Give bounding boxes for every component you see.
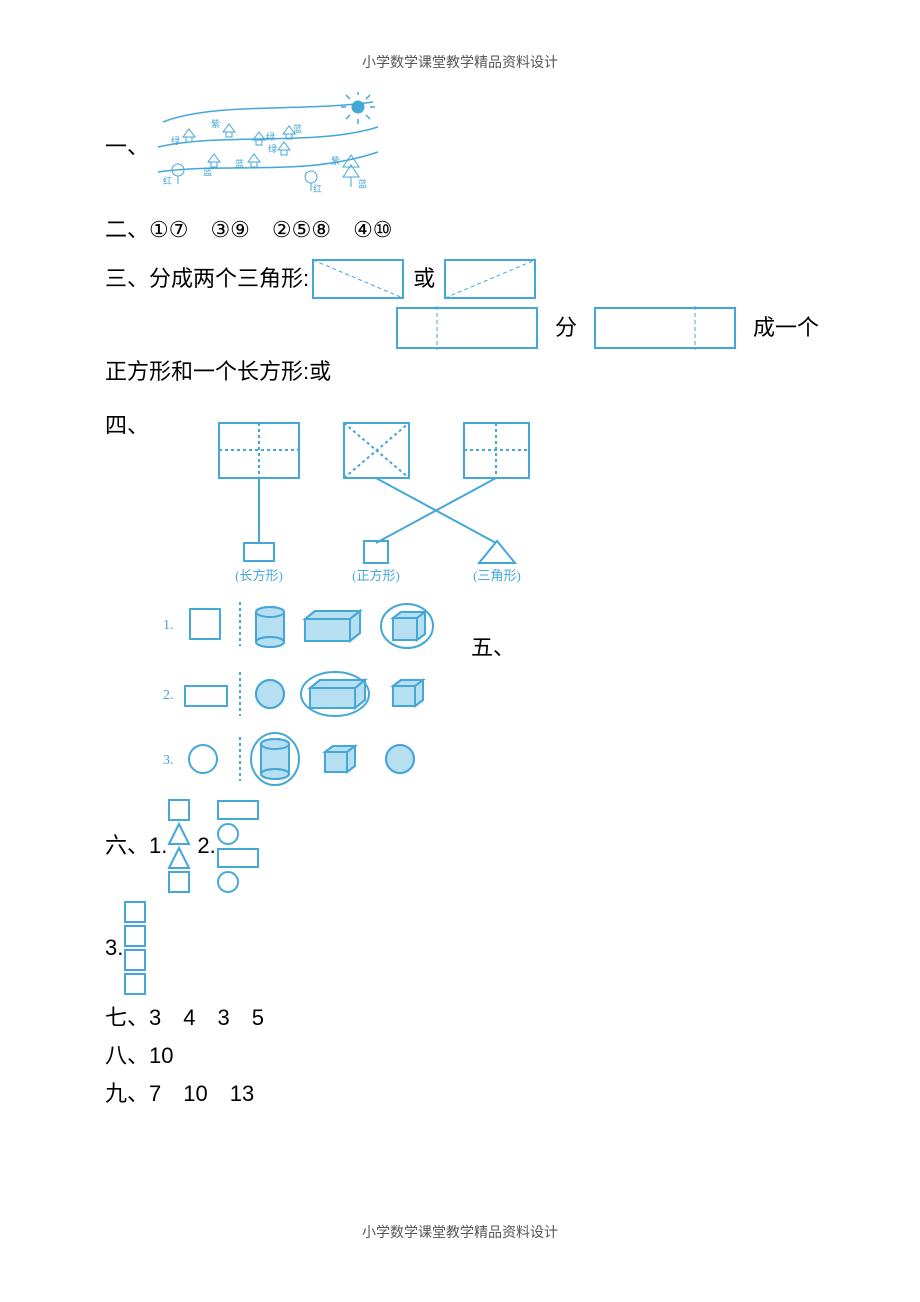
q3-or1: 或 [413,263,435,295]
q3-split-rect2 [593,306,737,350]
svg-text:1.: 1. [163,618,174,633]
q3-rect-diag2 [443,258,537,300]
q6-row1: 六、 1. 2. [105,798,845,894]
svg-text:绿: 绿 [266,131,275,142]
q4-row: 四、 [105,410,845,588]
q7-values: 3 4 3 5 [149,1002,264,1034]
svg-text:蓝: 蓝 [203,166,212,177]
svg-text:3.: 3. [163,753,174,768]
q4-label-rect: (长方形) [235,568,283,583]
q6-seq2 [216,798,260,894]
svg-text:红: 红 [313,183,322,194]
q2-label: 二、 [105,214,149,246]
q9-label: 九、 [105,1078,149,1110]
q9-values: 7 10 13 [149,1078,254,1110]
q9-row: 九、 7 10 13 [105,1078,845,1110]
q4-label-square: (正方形) [352,568,400,583]
q3-line2: 正方形和一个长方形:或 [105,356,331,388]
q2-groups: ①⑦ ③⑨ ②⑤⑧ ④⑩ [149,214,393,246]
q7-row: 七、 3 4 3 5 [105,1002,845,1034]
q3-row1: 三、 分成两个三角形: 或 [105,258,845,300]
q6-label: 六、 [105,830,149,862]
svg-text:绿: 绿 [268,143,277,154]
q1-label: 一、 [105,131,149,163]
q1-row: 一、 [105,92,845,202]
q3-tail: 成一个 [753,312,819,344]
q6-part1: 1. [149,830,167,862]
q2-row: 二、 ①⑦ ③⑨ ②⑤⑧ ④⑩ [105,214,845,246]
q3-rect-diag1 [311,258,405,300]
q6-row2: 3. [105,900,845,996]
q7-label: 七、 [105,1002,149,1034]
page-footer: 小学数学课堂教学精品资料设计 [0,1222,920,1242]
q6-part3: 3. [105,932,123,964]
q4-diagram: (长方形) (正方形) (三角形) [209,418,569,588]
q5-row: 1. 2. 3. [155,594,845,794]
page-header: 小学数学课堂教学精品资料设计 [0,52,920,72]
q8-value: 10 [149,1040,173,1072]
q1-illustration: 绿 紫 红 蓝 绿 蓝 绿 蓝 红 紫蓝 [153,92,383,202]
svg-text:蓝: 蓝 [358,178,367,189]
q3-label: 三、 [105,263,149,295]
q4-label-triangle: (三角形) [473,568,521,583]
q4-label: 四、 [105,410,149,442]
q3-split-rect1 [395,306,539,350]
q3-mid: 分 [555,312,577,344]
content-area: 一、 [105,92,845,1116]
q3-text1: 分成两个三角形: [149,263,309,295]
svg-text:紫: 紫 [211,119,220,129]
q3-row3: 正方形和一个长方形:或 [105,356,845,388]
svg-text:蓝: 蓝 [293,123,302,134]
q6-part2: 2. [197,830,215,862]
svg-text:绿: 绿 [171,135,180,146]
q6-seq1 [167,798,191,894]
q3-row2: 分 成一个 [105,306,845,350]
q5-diagram: 1. 2. 3. [155,594,465,794]
q8-row: 八、 10 [105,1040,845,1072]
svg-text:蓝: 蓝 [235,158,244,169]
svg-text:红: 红 [163,175,172,186]
q8-label: 八、 [105,1040,149,1072]
svg-text:2.: 2. [163,688,174,703]
q6-seq3 [123,900,147,996]
svg-text:紫: 紫 [331,156,340,166]
q5-label: 五、 [471,632,515,664]
